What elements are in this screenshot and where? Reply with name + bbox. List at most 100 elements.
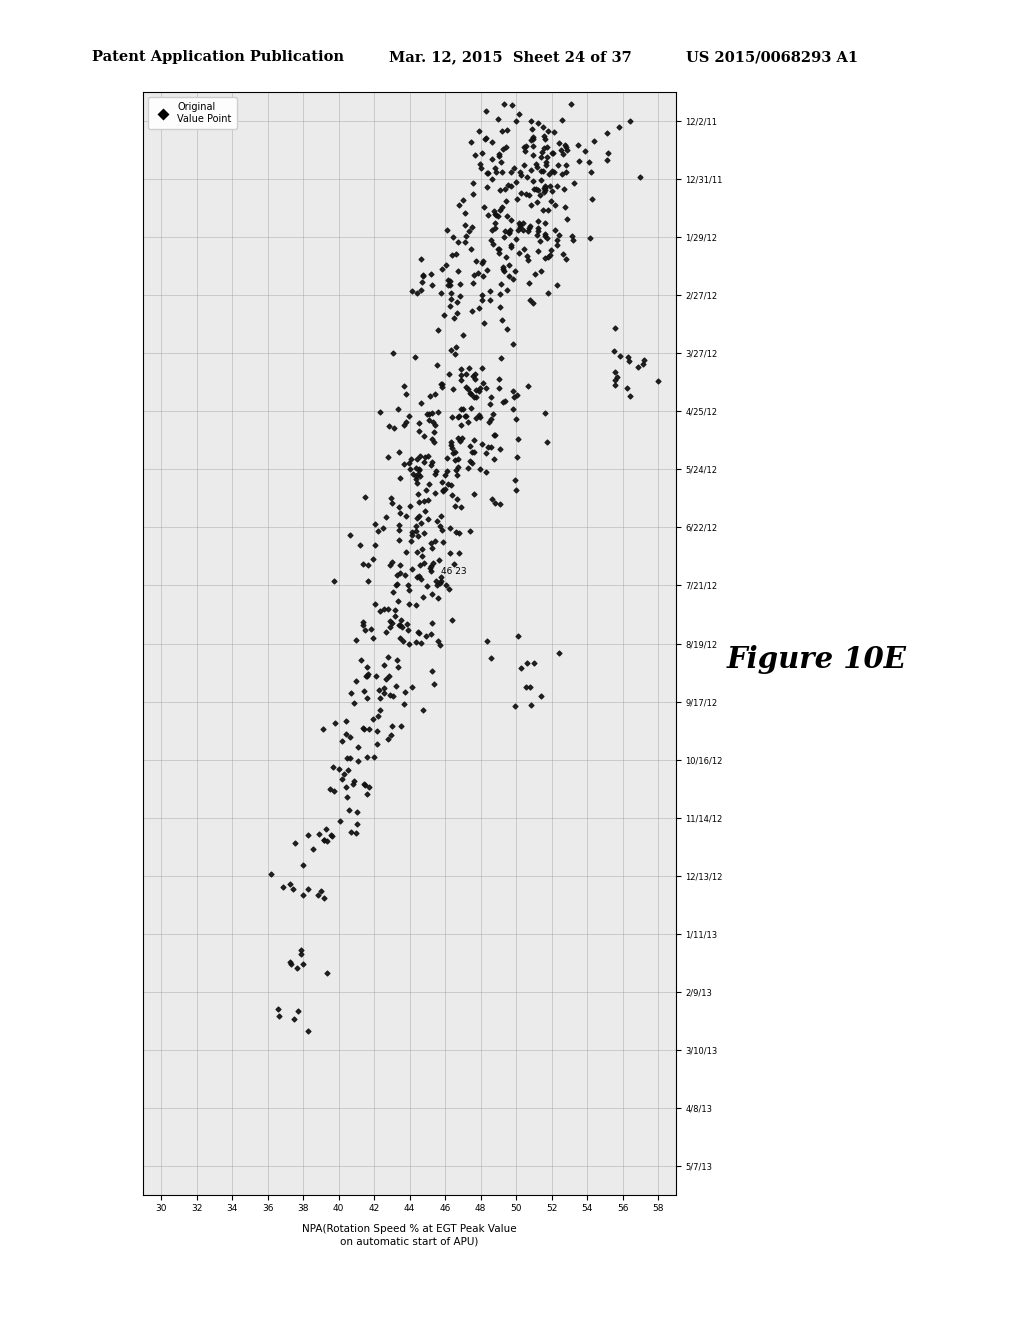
Point <box>530 240 547 261</box>
Point <box>535 161 551 182</box>
Point <box>493 438 509 459</box>
Point <box>539 136 555 157</box>
Point <box>423 532 439 553</box>
Point <box>474 285 490 306</box>
Point <box>518 183 535 205</box>
Point <box>528 157 545 178</box>
Point <box>358 656 375 677</box>
Point <box>501 255 517 276</box>
Point <box>341 799 357 820</box>
Point <box>504 95 520 116</box>
Point <box>398 411 415 432</box>
Point <box>338 710 354 731</box>
Point <box>522 289 539 310</box>
Point <box>527 178 544 199</box>
Point <box>490 144 507 165</box>
Point <box>452 273 468 294</box>
Point <box>354 718 371 739</box>
Point <box>493 347 509 368</box>
Point <box>411 459 427 480</box>
Point <box>497 260 513 281</box>
Point <box>505 334 521 355</box>
Point <box>547 194 563 215</box>
Point <box>611 116 628 137</box>
Point <box>356 486 373 507</box>
Point <box>492 297 508 318</box>
Point <box>433 374 450 395</box>
Point <box>522 129 539 150</box>
Point <box>472 154 488 176</box>
Point <box>528 191 545 213</box>
Point <box>544 181 560 202</box>
Point <box>541 164 557 185</box>
Point <box>450 260 466 281</box>
Point <box>555 244 571 265</box>
Point <box>271 1006 288 1027</box>
Point <box>396 376 413 397</box>
Point <box>411 565 427 586</box>
Point <box>505 399 521 420</box>
Point <box>495 310 511 331</box>
Point <box>467 368 483 389</box>
Point <box>435 532 452 553</box>
Point <box>421 409 437 430</box>
Point <box>455 325 471 346</box>
Point <box>506 157 522 178</box>
Point <box>443 484 460 506</box>
Point <box>411 463 427 484</box>
Point <box>360 554 377 576</box>
Point <box>371 678 387 700</box>
Point <box>362 618 379 639</box>
Point <box>344 774 360 795</box>
Point <box>416 451 432 473</box>
Point <box>380 447 396 469</box>
Point <box>477 442 494 463</box>
Point <box>293 944 309 965</box>
Point <box>444 442 461 463</box>
Point <box>450 428 466 449</box>
Point <box>507 696 523 717</box>
Point <box>385 582 401 603</box>
Point <box>420 490 436 511</box>
Point <box>295 953 311 974</box>
Point <box>441 275 458 296</box>
Point <box>439 461 456 482</box>
Point <box>476 313 493 334</box>
Point <box>536 137 552 158</box>
Point <box>380 598 396 619</box>
Point <box>532 183 549 205</box>
Point <box>409 449 425 470</box>
Point <box>474 289 490 310</box>
Point <box>383 715 399 737</box>
Point <box>484 234 501 255</box>
Point <box>468 249 484 271</box>
Point <box>550 154 566 176</box>
Point <box>622 385 638 407</box>
Point <box>416 521 432 543</box>
Point <box>415 586 431 607</box>
Point <box>505 380 521 401</box>
Point <box>450 302 466 323</box>
Point <box>424 403 440 424</box>
Point <box>390 520 407 541</box>
Point <box>423 275 439 296</box>
Point <box>606 341 623 362</box>
Point <box>414 569 430 590</box>
Point <box>532 169 549 190</box>
Point <box>372 401 388 422</box>
Point <box>556 178 572 199</box>
Point <box>474 358 490 379</box>
Point <box>475 265 492 286</box>
Point <box>611 346 628 367</box>
Point <box>451 194 467 215</box>
Point <box>555 143 571 164</box>
Point <box>420 510 436 531</box>
Point <box>545 143 561 164</box>
Point <box>480 437 497 458</box>
Point <box>372 688 388 709</box>
Point <box>384 492 400 513</box>
Point <box>392 503 409 524</box>
Point <box>473 434 489 455</box>
Point <box>557 161 573 182</box>
Point <box>397 506 414 527</box>
